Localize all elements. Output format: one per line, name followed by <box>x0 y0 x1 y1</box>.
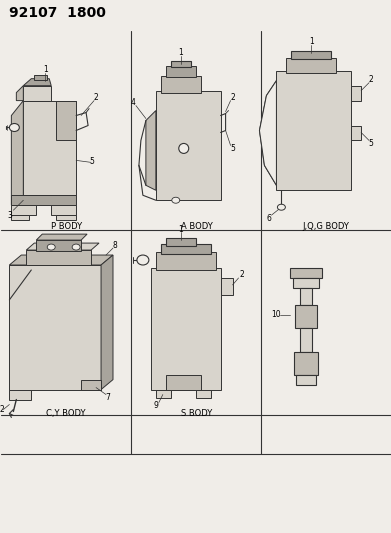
Polygon shape <box>196 390 211 398</box>
Polygon shape <box>161 244 211 254</box>
Text: 2: 2 <box>239 270 244 279</box>
Polygon shape <box>23 101 76 195</box>
Polygon shape <box>296 375 316 385</box>
Polygon shape <box>300 288 312 305</box>
Polygon shape <box>166 238 196 246</box>
Polygon shape <box>295 305 317 328</box>
Text: 7: 7 <box>106 393 110 402</box>
Polygon shape <box>11 215 29 220</box>
Text: 9: 9 <box>153 401 158 410</box>
Text: 8: 8 <box>113 240 117 249</box>
Polygon shape <box>276 71 351 190</box>
Text: J,Q,G BODY: J,Q,G BODY <box>303 222 350 231</box>
Text: 92107  1800: 92107 1800 <box>9 6 106 20</box>
Polygon shape <box>23 79 51 86</box>
Ellipse shape <box>72 244 80 250</box>
Text: A BODY: A BODY <box>181 222 213 231</box>
Ellipse shape <box>47 244 55 250</box>
Polygon shape <box>286 58 336 72</box>
Polygon shape <box>294 352 318 375</box>
Ellipse shape <box>172 197 180 203</box>
Ellipse shape <box>277 204 285 210</box>
Polygon shape <box>26 250 91 265</box>
Text: P BODY: P BODY <box>50 222 82 231</box>
Text: 2: 2 <box>94 93 99 102</box>
Polygon shape <box>101 255 113 390</box>
Text: 1: 1 <box>178 49 183 57</box>
Polygon shape <box>351 86 361 101</box>
Polygon shape <box>291 51 331 59</box>
Text: 6: 6 <box>267 214 272 223</box>
Polygon shape <box>51 205 76 215</box>
Polygon shape <box>146 110 156 190</box>
Polygon shape <box>156 390 171 398</box>
Polygon shape <box>34 75 47 79</box>
Polygon shape <box>161 76 201 93</box>
Polygon shape <box>166 375 201 390</box>
Polygon shape <box>221 278 233 295</box>
Polygon shape <box>11 205 36 215</box>
Polygon shape <box>26 243 99 250</box>
Text: 5: 5 <box>230 144 235 153</box>
Text: 10: 10 <box>272 310 281 319</box>
Polygon shape <box>23 86 51 101</box>
Polygon shape <box>16 86 23 101</box>
Polygon shape <box>260 80 276 185</box>
Ellipse shape <box>9 124 19 132</box>
Polygon shape <box>293 278 319 288</box>
Text: 5: 5 <box>90 157 95 166</box>
Text: 3: 3 <box>7 211 12 220</box>
Text: 1: 1 <box>43 65 48 74</box>
Polygon shape <box>36 234 87 240</box>
Ellipse shape <box>137 255 149 265</box>
Text: 5: 5 <box>369 139 373 148</box>
Polygon shape <box>9 255 113 265</box>
Text: C,Y BODY: C,Y BODY <box>47 409 86 418</box>
Text: 1: 1 <box>309 37 314 46</box>
Polygon shape <box>156 252 215 270</box>
Polygon shape <box>171 61 191 67</box>
Text: 4: 4 <box>131 98 135 107</box>
Polygon shape <box>11 101 23 205</box>
Polygon shape <box>56 215 76 220</box>
Polygon shape <box>56 101 76 141</box>
Text: 2: 2 <box>0 405 4 414</box>
Text: S BODY: S BODY <box>181 409 212 418</box>
Polygon shape <box>81 379 101 390</box>
Polygon shape <box>351 125 361 141</box>
Polygon shape <box>9 390 31 400</box>
Text: 2: 2 <box>369 75 373 84</box>
Text: 2: 2 <box>230 93 235 102</box>
Polygon shape <box>300 328 312 352</box>
Polygon shape <box>166 66 196 77</box>
Polygon shape <box>9 265 101 390</box>
Polygon shape <box>291 268 322 278</box>
Polygon shape <box>36 240 81 251</box>
Polygon shape <box>156 91 221 200</box>
Ellipse shape <box>179 143 189 154</box>
Polygon shape <box>151 268 221 390</box>
Polygon shape <box>11 195 76 205</box>
Text: 1: 1 <box>178 224 183 233</box>
